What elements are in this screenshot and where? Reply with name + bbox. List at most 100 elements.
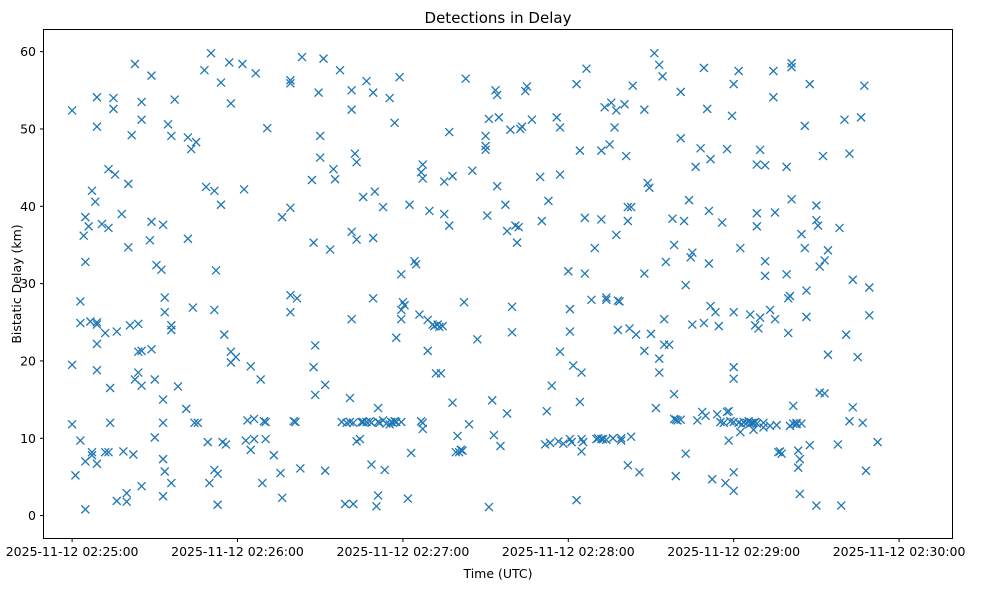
data-point bbox=[133, 368, 143, 377]
data-point bbox=[438, 321, 448, 331]
data-point bbox=[722, 144, 732, 154]
data-point bbox=[75, 296, 85, 306]
data-point bbox=[805, 440, 815, 450]
x-axis-label: Time (UTC) bbox=[462, 566, 532, 581]
data-point bbox=[352, 157, 362, 167]
data-point bbox=[522, 81, 532, 91]
data-point bbox=[213, 500, 223, 510]
data-point bbox=[596, 146, 606, 156]
data-point bbox=[795, 489, 805, 499]
data-point bbox=[820, 388, 830, 398]
data-point bbox=[201, 182, 211, 192]
data-point bbox=[514, 222, 524, 232]
data-point bbox=[75, 436, 85, 446]
data-point bbox=[87, 186, 97, 196]
data-point bbox=[309, 362, 319, 372]
data-point bbox=[320, 380, 330, 390]
data-point bbox=[80, 504, 90, 514]
data-point bbox=[492, 181, 502, 191]
data-point bbox=[844, 149, 854, 159]
y-tick-label: 40 bbox=[20, 199, 36, 214]
data-point bbox=[84, 221, 94, 231]
data-point bbox=[696, 143, 706, 153]
data-point bbox=[350, 149, 360, 159]
data-point bbox=[481, 141, 491, 151]
data-point bbox=[684, 195, 694, 205]
data-point bbox=[699, 63, 709, 73]
data-point bbox=[555, 170, 565, 180]
data-point bbox=[507, 302, 517, 312]
data-point bbox=[373, 491, 383, 500]
data-point bbox=[231, 352, 241, 362]
data-point bbox=[173, 381, 183, 391]
data-point bbox=[105, 383, 115, 393]
data-point bbox=[823, 245, 833, 255]
data-point bbox=[601, 435, 611, 445]
data-point bbox=[712, 409, 722, 419]
data-point bbox=[735, 427, 745, 437]
data-point bbox=[616, 436, 626, 446]
data-point bbox=[362, 76, 371, 86]
data-point bbox=[811, 201, 821, 210]
data-point bbox=[290, 417, 300, 427]
data-point bbox=[749, 425, 758, 435]
data-point bbox=[770, 314, 780, 324]
data-point bbox=[104, 447, 113, 457]
data-point bbox=[297, 52, 307, 62]
data-point bbox=[330, 174, 340, 184]
data-point bbox=[601, 293, 611, 302]
data-point bbox=[158, 395, 168, 405]
data-point bbox=[348, 418, 358, 428]
data-point bbox=[787, 58, 797, 68]
data-point bbox=[818, 151, 828, 161]
data-point bbox=[451, 447, 461, 457]
data-point bbox=[788, 419, 798, 429]
data-point bbox=[188, 303, 198, 313]
data-point bbox=[418, 173, 428, 183]
data-point bbox=[481, 131, 491, 141]
data-point bbox=[691, 162, 701, 172]
data-point bbox=[464, 419, 474, 429]
data-point bbox=[671, 471, 681, 481]
data-point bbox=[448, 171, 457, 181]
data-point bbox=[811, 215, 821, 225]
data-point bbox=[405, 200, 414, 210]
data-point bbox=[378, 202, 388, 212]
data-point bbox=[216, 200, 226, 210]
data-point bbox=[418, 424, 428, 434]
data-point bbox=[841, 330, 851, 340]
data-point bbox=[285, 203, 295, 213]
data-point bbox=[87, 450, 97, 460]
data-point bbox=[782, 269, 792, 279]
data-point bbox=[715, 417, 725, 427]
data-point bbox=[590, 243, 600, 253]
data-point bbox=[768, 66, 778, 76]
data-point bbox=[702, 104, 712, 114]
data-point bbox=[92, 320, 102, 330]
data-point bbox=[492, 90, 502, 100]
data-point bbox=[643, 178, 653, 188]
data-point bbox=[285, 307, 295, 317]
data-point bbox=[368, 293, 378, 303]
data-point bbox=[500, 200, 510, 210]
data-point bbox=[542, 406, 552, 416]
data-point bbox=[123, 242, 133, 252]
data-point bbox=[765, 305, 775, 315]
data-point bbox=[840, 115, 849, 125]
data-point bbox=[137, 115, 147, 125]
data-point bbox=[580, 269, 590, 279]
data-point bbox=[659, 314, 669, 324]
data-point bbox=[856, 112, 866, 122]
data-point bbox=[186, 144, 196, 154]
y-tick-label: 0 bbox=[28, 508, 36, 523]
data-point bbox=[646, 329, 656, 339]
data-point bbox=[611, 230, 621, 240]
y-axis-ticks: 0 10 20 30 40 50 60 bbox=[20, 44, 44, 523]
data-point bbox=[307, 175, 317, 185]
data-point bbox=[672, 416, 682, 425]
data-point bbox=[800, 121, 810, 131]
data-point bbox=[815, 262, 825, 272]
data-point bbox=[626, 432, 636, 442]
data-point bbox=[654, 354, 664, 364]
data-point bbox=[598, 434, 608, 444]
